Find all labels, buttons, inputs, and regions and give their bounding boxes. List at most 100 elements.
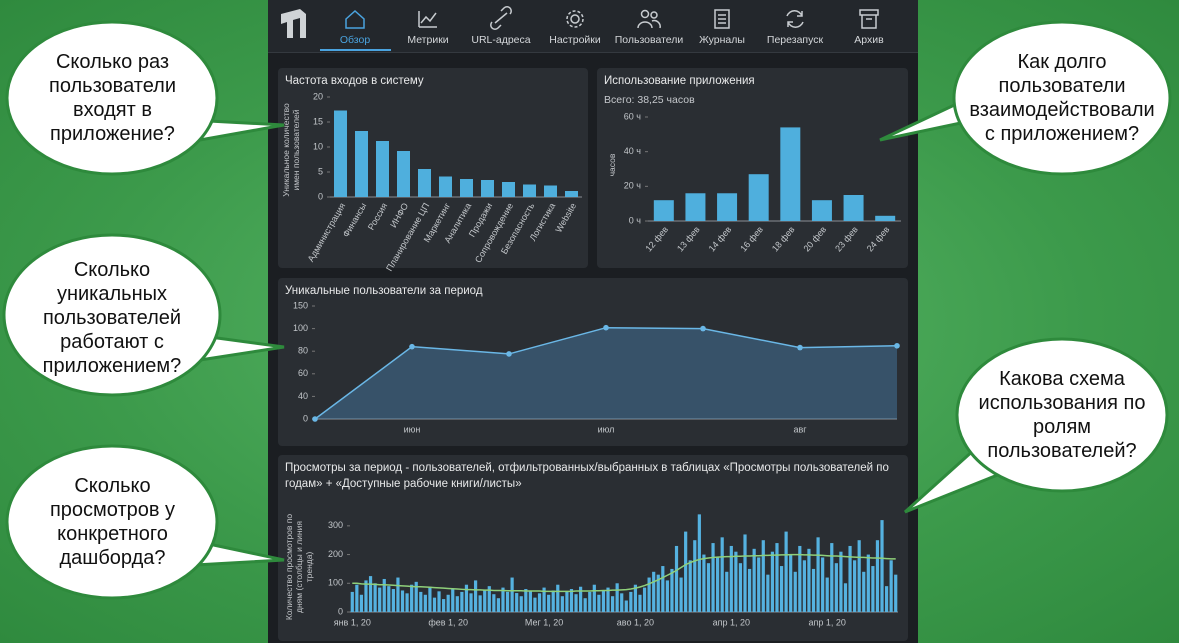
point [700, 325, 706, 332]
nav-icons [345, 6, 879, 30]
bar [551, 590, 555, 612]
bar [738, 563, 743, 612]
bar [501, 587, 505, 612]
bar [629, 591, 633, 612]
bar [460, 179, 473, 197]
nav-item[interactable]: Журналы [699, 34, 745, 46]
bar [492, 594, 496, 612]
nav-item[interactable]: Метрики [407, 34, 449, 46]
y-tick-label: 0 [303, 413, 308, 423]
bar [601, 590, 606, 612]
bar [437, 591, 441, 612]
y-tick-label: 20 [313, 91, 323, 101]
bar [524, 589, 528, 612]
nav-bar [268, 0, 918, 53]
x-tick-label: 16 фев [738, 224, 765, 253]
bar [469, 593, 473, 612]
y-tick-label: 0 [338, 606, 343, 616]
nav-item[interactable]: Перезапуск [766, 34, 824, 46]
panel [278, 68, 588, 268]
callout-text: Сколько раз пользователи входят в прилож… [49, 51, 176, 145]
bar [871, 566, 875, 612]
bar [647, 577, 651, 612]
bar [560, 596, 564, 612]
logo [281, 9, 306, 38]
y-tick-label: 100 [328, 578, 343, 588]
y-tick-label: 150 [293, 300, 308, 310]
bar [396, 577, 400, 612]
bar [464, 584, 469, 612]
bar [615, 583, 619, 612]
bar [793, 571, 797, 612]
y-tick-label: 200 [328, 549, 343, 559]
y-axis-label: Уникальное количество имен пользователей [281, 103, 301, 197]
x-tick-label: фев 1, 20 [428, 617, 468, 627]
bar [620, 593, 624, 612]
bar [757, 557, 761, 612]
y-tick-label: 60 ч [624, 111, 642, 121]
chart-title: Частота входов в систему [285, 75, 424, 87]
bar [515, 593, 519, 612]
bar [743, 534, 747, 612]
bar [693, 540, 697, 612]
bar [496, 598, 501, 612]
bar [364, 580, 368, 612]
bar [670, 568, 674, 612]
bar [355, 584, 359, 612]
bar [685, 193, 706, 221]
bar [473, 580, 478, 612]
x-tick-label: 18 фев [770, 224, 797, 253]
bar [684, 531, 688, 612]
callout-text: Сколько уникальных пользователей работаю… [42, 259, 182, 377]
bar [716, 557, 720, 612]
y-tick-label: 40 ч [624, 146, 642, 156]
bar [556, 584, 560, 612]
bar [688, 560, 692, 612]
y-tick-label: 60 [298, 368, 308, 378]
bar [583, 598, 587, 612]
bar [397, 151, 410, 197]
bar [674, 545, 679, 612]
x-tick-label: 14 фев [707, 224, 734, 253]
bar [610, 596, 615, 612]
bar [460, 591, 464, 612]
bar [565, 191, 578, 197]
y-tick-label: 40 [298, 391, 308, 401]
bar [579, 586, 583, 612]
bar [638, 594, 642, 612]
bar [505, 591, 510, 612]
bar [633, 584, 638, 612]
x-tick-label: 24 фев [865, 224, 892, 253]
bar [547, 594, 551, 612]
bar [642, 587, 647, 612]
bar [533, 597, 537, 612]
bar [432, 597, 437, 612]
nav-item[interactable]: URL-адреса [471, 34, 531, 46]
x-tick-label: 12 фев [643, 224, 670, 253]
bar [853, 560, 857, 612]
nav-item[interactable]: Архив [854, 34, 884, 46]
bar [410, 584, 414, 612]
bar [606, 587, 610, 612]
bar [334, 110, 347, 197]
y-axis-label: Количество просмотров по дням (столбцы и… [284, 513, 314, 621]
bar [857, 540, 861, 612]
point [506, 351, 512, 357]
x-tick-label: апр 1, 20 [713, 617, 750, 627]
bar [542, 587, 546, 612]
bar [830, 543, 834, 612]
bar [565, 591, 569, 612]
x-tick-label: июн [404, 424, 421, 434]
chart-title: Уникальные пользователи за период [285, 285, 483, 297]
bar [706, 563, 711, 612]
bar [597, 594, 601, 612]
bar [656, 574, 660, 612]
nav-item[interactable]: Обзор [339, 34, 371, 46]
nav-item[interactable]: Настройки [549, 34, 601, 46]
bar [510, 577, 514, 612]
y-axis-label: часов [607, 153, 617, 177]
nav-item[interactable]: Пользователи [614, 34, 684, 46]
bar [729, 545, 733, 612]
